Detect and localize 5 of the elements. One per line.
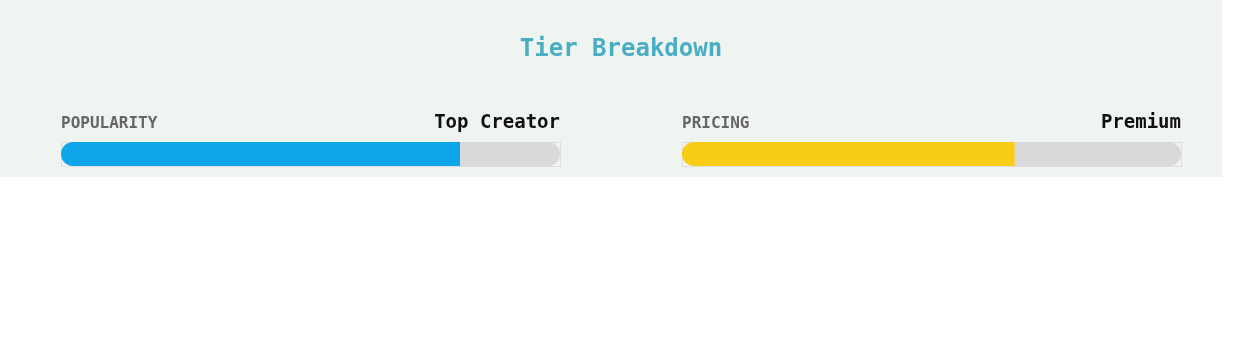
text: Tier Breakdown <box>519 33 723 62</box>
text: Top Creator <box>434 110 560 132</box>
chart-title: PRICING <box>682 113 750 132</box>
chart-title: POPULARITY <box>61 113 158 132</box>
text: Premium <box>1100 110 1181 132</box>
